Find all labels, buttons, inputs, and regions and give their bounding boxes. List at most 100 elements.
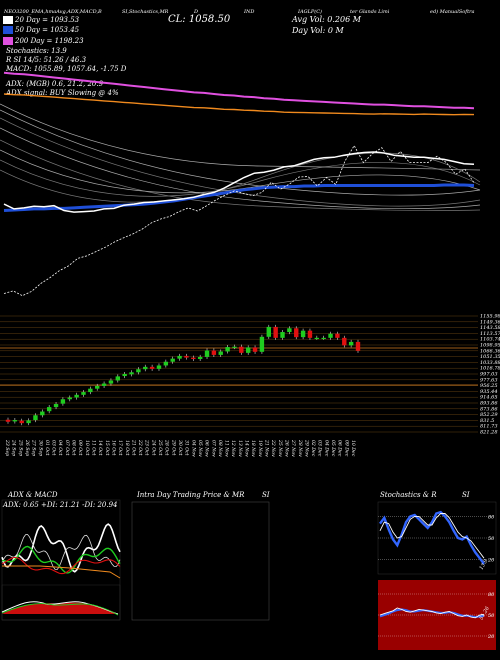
candle-body <box>335 333 340 338</box>
candle-body <box>33 415 38 421</box>
ticker-label: IND <box>243 9 254 15</box>
price-trace-line <box>3 144 475 297</box>
candle-body <box>300 330 306 338</box>
candle-body <box>40 411 45 416</box>
rsi-readout: R SI 14/5: 51.26 / 46.3 <box>5 56 87 64</box>
fan-line <box>0 127 481 210</box>
adx-readout: ADX: (MGB) 0.6, 21.2, 20.9 <box>5 80 104 88</box>
price-tick-label: 873.86 <box>480 406 498 412</box>
candle-body <box>88 388 93 393</box>
date-tick-label: 29 Oct <box>170 439 176 456</box>
date-tick-label: 02 Dec <box>310 440 316 457</box>
candle-body <box>108 380 114 384</box>
fan-line <box>0 149 481 194</box>
candle-body <box>26 420 31 424</box>
price-tick-label: 811.73 <box>480 424 498 430</box>
date-tick-label: 16 Oct <box>110 440 116 456</box>
intraday-panel-title: Intra Day Trading Price & MR <box>136 491 245 499</box>
price-axis: 1155.981149.361143.581113.571103.741098.… <box>480 314 500 436</box>
avg-volume: Avg Vol: 0.206 M <box>291 15 362 24</box>
candle-body <box>81 392 86 395</box>
candle-body <box>53 404 59 408</box>
candle-body <box>95 385 100 389</box>
date-tick-label: 18 Oct <box>124 440 130 456</box>
stoch-panel-title: Stochastics & R <box>380 491 437 499</box>
date-tick-label: 14 Oct <box>97 440 103 456</box>
candle-body <box>19 420 24 424</box>
candle-body <box>156 365 162 369</box>
candle-body <box>46 407 52 412</box>
date-tick-label: 30 Sep <box>37 440 43 456</box>
date-tick-label: 31 Oct <box>184 440 190 456</box>
stoch-level-label: 50 <box>488 536 495 542</box>
company-label-b: ter Glands Limi <box>350 9 390 15</box>
candle-body <box>225 347 230 352</box>
candle-body <box>252 347 258 352</box>
candle-body <box>239 346 244 353</box>
adx-macd-lines <box>1 523 121 621</box>
price-tick-label: 1016.78 <box>480 366 500 372</box>
candle-body <box>122 374 127 377</box>
macd-signal-line <box>1 603 119 616</box>
candle-body <box>163 361 169 366</box>
date-tick-label: 28 Nov <box>297 439 303 457</box>
date-tick-label: 10 Dec <box>350 440 356 457</box>
candle-body <box>314 337 320 340</box>
price-tick-label: 1113.57 <box>480 331 500 337</box>
candle-body <box>129 372 134 375</box>
candle-body <box>328 333 333 338</box>
price-tick-label: 1143.58 <box>480 325 500 331</box>
fan-line <box>0 159 481 197</box>
candle-body <box>136 369 141 373</box>
date-tick-label: 26 Nov <box>283 439 289 457</box>
rsi-line <box>379 607 485 619</box>
date-tick-label: 14 Nov <box>244 440 250 457</box>
ema200-label: 200 Day = 1198.23 <box>14 37 84 45</box>
price-tick-label: 1098.95 <box>480 343 500 349</box>
intraday-panel <box>131 501 270 621</box>
ema200-line <box>3 71 475 110</box>
ema20-line <box>3 151 475 213</box>
date-tick-label: 25 Nov <box>277 439 283 457</box>
candle-body <box>197 356 203 359</box>
date-tick-label: 03 Dec <box>317 440 323 457</box>
price-tick-label: 821.28 <box>480 430 498 436</box>
fan-line <box>0 139 481 211</box>
date-tick-label: 01 Oct <box>44 440 50 456</box>
price-tick-label: 852.29 <box>480 412 498 418</box>
date-tick-label: 12 Nov <box>230 440 236 457</box>
candle-body <box>204 350 210 357</box>
ema50-label: 50 Day = 1053.45 <box>15 26 80 34</box>
candle-body <box>60 399 66 404</box>
date-tick-label: 06 Dec <box>337 440 343 457</box>
date-tick-label: 19 Nov <box>257 440 263 457</box>
price-tick-label: 1033.88 <box>480 360 500 366</box>
date-tick-label: 18 Nov <box>250 440 256 457</box>
candle-body <box>74 394 79 398</box>
price-tick-label: 1155.98 <box>480 314 500 320</box>
candle-body <box>12 420 18 422</box>
ema50-swatch <box>3 26 13 34</box>
date-tick-label: 24 Sep <box>11 439 17 456</box>
date-tick-label: 17 Oct <box>117 440 123 456</box>
date-tick-label: 05 Dec <box>330 440 336 457</box>
rsi-level-label: 50 <box>488 613 495 619</box>
date-tick-label: 13 Nov <box>237 440 243 457</box>
adx-panel-readout: ADX: 0.65 +DI: 21.21 -DI: 20.94 <box>2 501 118 509</box>
indicator-list: NEO3200_EMA,hmaAvg,ADX,MACD,B <box>3 9 102 15</box>
candle-body <box>191 357 196 359</box>
indicator-list-2: SI,Stochastics,MR <box>122 9 169 15</box>
date-tick-label: 07 Nov <box>210 440 216 457</box>
date-tick-label: 26 Sep <box>24 439 30 456</box>
close-price: CL: 1058.50 <box>168 14 231 25</box>
adx-green-line <box>1 545 121 574</box>
candle-body <box>273 326 278 338</box>
stoch-d-line <box>379 513 485 559</box>
orange-ma-line <box>3 93 475 116</box>
price-tick-label: 935.44 <box>480 389 498 395</box>
date-tick-label: 29 Nov <box>303 439 309 457</box>
intraday-panel-title-b: SI <box>262 491 270 499</box>
plus-di-line <box>1 523 121 573</box>
